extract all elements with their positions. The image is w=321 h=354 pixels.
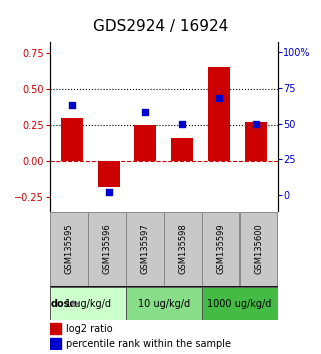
- Point: [69, 102, 74, 108]
- Text: 10 ug/kg/d: 10 ug/kg/d: [138, 298, 190, 309]
- Bar: [50, 212, 88, 286]
- Text: GSM135596: GSM135596: [102, 224, 111, 274]
- Text: GDS2924 / 16924: GDS2924 / 16924: [93, 19, 228, 34]
- Bar: [61, 118, 83, 161]
- Point: [253, 121, 258, 126]
- Bar: [88, 212, 126, 286]
- Bar: [245, 122, 267, 161]
- Bar: [134, 125, 156, 161]
- Point: [143, 109, 148, 115]
- Bar: [50, 287, 126, 320]
- Bar: [240, 212, 277, 286]
- Bar: [208, 67, 230, 161]
- Point: [216, 95, 221, 101]
- Bar: [50, 338, 61, 349]
- Text: 1000 ug/kg/d: 1000 ug/kg/d: [207, 298, 272, 309]
- Text: GSM135599: GSM135599: [216, 224, 225, 274]
- Bar: [202, 212, 239, 286]
- Bar: [98, 161, 120, 187]
- Text: GSM135598: GSM135598: [178, 224, 187, 274]
- Text: log2 ratio: log2 ratio: [66, 324, 112, 334]
- Bar: [202, 287, 278, 320]
- Text: percentile rank within the sample: percentile rank within the sample: [66, 339, 231, 349]
- Text: 1 ug/kg/d: 1 ug/kg/d: [65, 298, 111, 309]
- Bar: [126, 287, 202, 320]
- Text: GSM135595: GSM135595: [64, 224, 73, 274]
- Bar: [126, 212, 163, 286]
- Point: [106, 189, 111, 195]
- Text: GSM135597: GSM135597: [140, 224, 149, 274]
- Bar: [164, 212, 202, 286]
- Point: [179, 121, 185, 126]
- Bar: [171, 138, 193, 161]
- Bar: [50, 324, 61, 334]
- Text: dose: dose: [50, 298, 76, 309]
- Text: GSM135600: GSM135600: [254, 224, 263, 274]
